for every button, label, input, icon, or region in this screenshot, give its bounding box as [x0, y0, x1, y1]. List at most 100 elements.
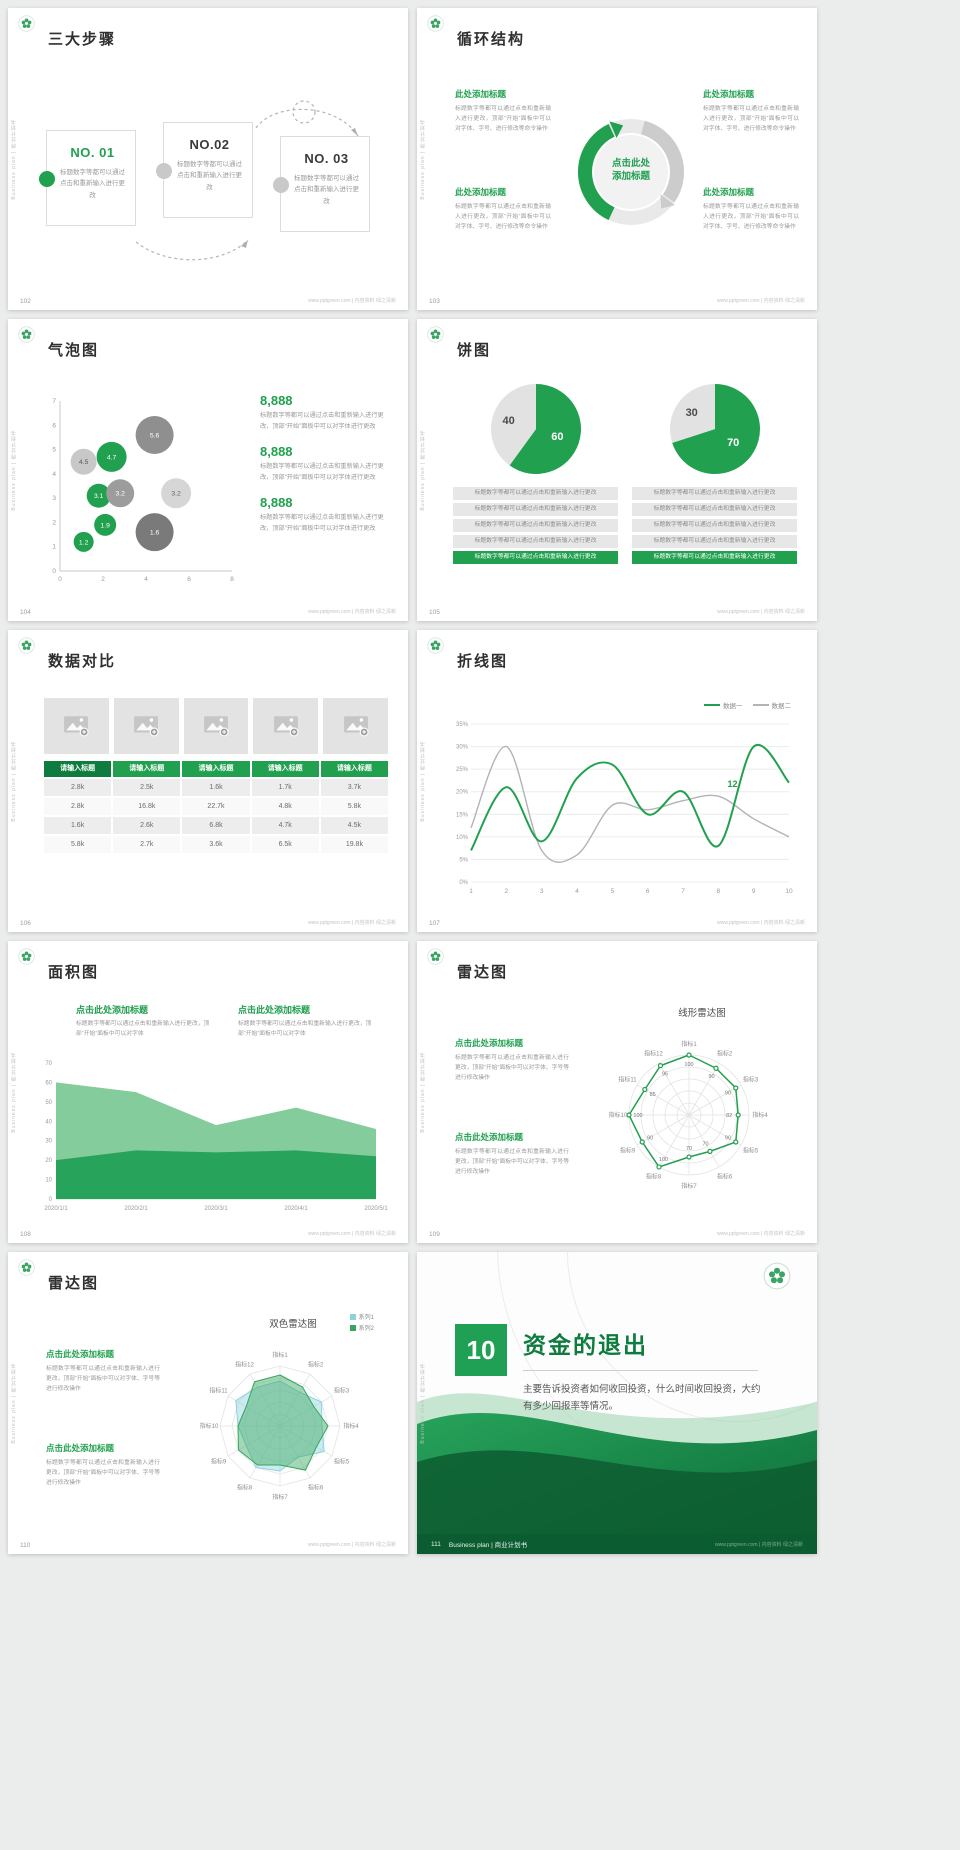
line-chart-legend: 数据一 数据二 [704, 700, 791, 710]
table-cell: 4.7k [251, 817, 319, 834]
image-icon [204, 716, 229, 737]
svg-text:指标5: 指标5 [743, 1147, 759, 1155]
side-caption: Business plan | 商业计划书 [11, 1051, 17, 1133]
table-cell: 2.8k [44, 798, 112, 815]
block-body: 标题数字等都可以通过点击和重新输入进行更改，顶部“开始”面板中可以对字体、字号等… [455, 1149, 570, 1176]
table-cell: 4.8k [251, 798, 319, 815]
slide-104-bubble-chart: 气泡图 0 1 2 3 4 5 6 7 0 2 4 6 8 4.5 4.7 3.1 3.2 1.9 1.2 5.6 3.… [8, 319, 408, 621]
svg-text:指标3: 指标3 [743, 1076, 759, 1084]
cycle-text-block: 此处添加标题 标题数字等都可以通过点击和重新输入进行更改，顶部“开始”面板中可以对… [703, 88, 799, 134]
line-chart: 0% 5% 10% 15% 20% 25% 30% 35% 1 2 3 4 5 6 7 8 9 10 12 [445, 712, 797, 900]
table-header-cell: 请输入标题 [320, 761, 388, 777]
stat-item: 8,888 标题数字等都可以通过点击和重新输入进行更改，顶部“开始”面板中可以对字… [260, 444, 388, 483]
table-cell: 1.6k [182, 779, 250, 796]
table-cell: 2.5k [113, 779, 181, 796]
brand-logo-icon [18, 637, 35, 654]
pie-caption-row: 标题数字等都可以通过点击和重新输入进行更改 [632, 519, 797, 532]
svg-text:1.2: 1.2 [79, 539, 89, 546]
legend-item: 数据一 [704, 700, 743, 710]
footer-caption: www.pptgreen.com | 内容资料 绿之清新 [308, 298, 396, 304]
svg-text:指标8: 指标8 [237, 1483, 253, 1491]
svg-text:2020/2/1: 2020/2/1 [124, 1206, 148, 1212]
radar-legend: 系列1 系列2 [349, 1312, 374, 1334]
table-cell: 16.8k [113, 798, 181, 815]
brand-logo-icon [427, 637, 444, 654]
svg-text:2: 2 [52, 519, 56, 526]
area-chart: 0 10 20 30 40 50 60 70 2020/1/1 2020/2/1 2020/3/1 2… [36, 1055, 388, 1215]
chapter-title: 资金的退出 [523, 1332, 648, 1358]
svg-text:指标3: 指标3 [334, 1387, 350, 1395]
pie-caption-rows: 标题数字等都可以通过点击和重新输入进行更改 标题数字等都可以通过点击和重新输入进行… [632, 487, 797, 564]
step-card-3: NO. 03 标题数字等都可以通过点击和重新输入进行更改 [273, 136, 370, 232]
three-steps-diagram: NO. 01 标题数字等都可以通过点击和重新输入进行更改 NO.02 标题数字等都可以… [36, 96, 380, 266]
svg-text:25%: 25% [456, 767, 469, 773]
svg-text:0: 0 [52, 568, 56, 575]
svg-text:5.6: 5.6 [150, 432, 160, 439]
svg-text:7: 7 [681, 888, 685, 895]
svg-text:15%: 15% [456, 812, 469, 818]
svg-text:4.7: 4.7 [107, 454, 117, 461]
area-caption-block: 点击此处添加标题 标题数字等都可以通过点击和重新输入进行更改，顶部“开始”面板中可… [76, 1003, 221, 1040]
svg-text:2: 2 [505, 888, 509, 895]
cycle-rings: 点击此处添加标题 [578, 119, 684, 225]
chapter-number: 10 [455, 1324, 507, 1376]
radar-line-svg: 指标1 指标2 指标3 指标4 指标5 指标6 指标7 指标8 指标9 指标10 指标11 指标12 1… [609, 1040, 769, 1190]
image-placeholder [44, 698, 109, 754]
step-body-text: 标题数字等都可以通过点击和重新输入进行更改 [177, 161, 242, 191]
side-caption: Business plan | 商业计划书 [11, 118, 17, 200]
stat-value: 8,888 [260, 495, 293, 511]
steps-connectors [135, 100, 359, 261]
side-caption: Business plan | 商业计划书 [11, 740, 17, 822]
brand-logo-icon [427, 326, 444, 343]
svg-text:指标11: 指标11 [209, 1387, 228, 1395]
svg-text:0: 0 [49, 1197, 53, 1203]
footer-caption: www.pptgreen.com | 内容资料 绿之清新 [717, 298, 805, 304]
step-body-text: 标题数字等都可以通过点击和重新输入进行更改 [294, 175, 359, 205]
bubble-chart: 0 1 2 3 4 5 6 7 0 2 4 6 8 4.5 4.7 3.1 3.2 1.9 1.2 5.6 3.2 1.6 [42, 389, 244, 587]
slide-title: 气泡图 [48, 342, 100, 359]
stat-caption: 标题数字等都可以通过点击和重新输入进行更改，顶部“开始”面板中可以对字体进行更改 [260, 412, 384, 430]
cover-footer-label: Business plan | 商业计划书 [448, 1542, 528, 1549]
svg-text:40: 40 [502, 415, 514, 427]
svg-text:指标10: 指标10 [200, 1422, 219, 1430]
image-icon [273, 716, 299, 737]
page-number: 106 [20, 920, 31, 927]
svg-text:3.2: 3.2 [171, 491, 181, 498]
stat-item: 8,888 标题数字等都可以通过点击和重新输入进行更改，顶部“开始”面板中可以对字… [260, 393, 388, 432]
step-card-1: NO. 01 标题数字等都可以通过点击和重新输入进行更改 [39, 130, 136, 226]
brand-logo-icon [18, 948, 35, 965]
svg-text:30: 30 [685, 407, 697, 419]
svg-text:6: 6 [187, 576, 191, 583]
svg-text:指标9: 指标9 [620, 1147, 636, 1155]
svg-text:0: 0 [58, 576, 62, 583]
svg-text:70: 70 [727, 437, 739, 449]
table-cell: 6.5k [251, 836, 319, 853]
cycle-center-title: 点击此处添加标题 [612, 157, 651, 182]
svg-text:6: 6 [52, 422, 56, 429]
chart-subtitle: 双色雷达图 [269, 1319, 317, 1330]
svg-text:100: 100 [684, 1062, 693, 1068]
cycle-diagram: 此处添加标题 标题数字等都可以通过点击和重新输入进行更改，顶部“开始”面板中可以对… [417, 8, 817, 310]
block-title: 点击此处添加标题 [455, 1132, 524, 1142]
slide-110-radar-fill: 雷达图 双色雷达图 系列1 系列2 点击此处添加标题 标题数字等都可以通过点击和重新… [8, 1252, 408, 1554]
slide-103-cycle-structure: 循环结构 此处添加标题 标题数字等都可以通过点击和重新输入进行更改，顶部“开始”面… [417, 8, 817, 310]
pie-caption-row: 标题数字等都可以通过点击和重新输入进行更改 [453, 519, 618, 532]
svg-text:4: 4 [575, 888, 579, 895]
footer-caption: www.pptgreen.com | 内容资料 绿之清新 [717, 1231, 805, 1237]
brand-logo-icon [18, 15, 35, 32]
svg-text:指标7: 指标7 [272, 1493, 288, 1501]
stat-value: 8,888 [260, 393, 293, 408]
svg-text:指标5: 指标5 [334, 1458, 350, 1466]
image-placeholder [113, 698, 179, 754]
svg-text:4: 4 [144, 576, 148, 583]
block-title: 此处添加标题 [703, 187, 755, 197]
svg-text:8: 8 [717, 888, 721, 895]
block-body: 标题数字等都可以通过点击和重新输入进行更改，顶部“开始”面板中可以对字体 [76, 1021, 210, 1037]
slide-gallery-sheet: 三大步骤 NO. 01 标题数字等都可以通过点击和重新输入进行更改 NO.02 标题数… [8, 8, 817, 1554]
legend-label: 数据二 [771, 703, 792, 710]
stat-value: 8,888 [260, 444, 293, 460]
slide-title: 雷达图 [457, 964, 509, 981]
slide-title: 雷达图 [48, 1275, 100, 1292]
block-body: 标题数字等都可以通过点击和重新输入进行更改，顶部“开始”面板中可以对字体、字号等… [46, 1366, 161, 1393]
cycle-text-block: 此处添加标题 标题数字等都可以通过点击和重新输入进行更改，顶部“开始”面板中可以对… [455, 186, 551, 232]
